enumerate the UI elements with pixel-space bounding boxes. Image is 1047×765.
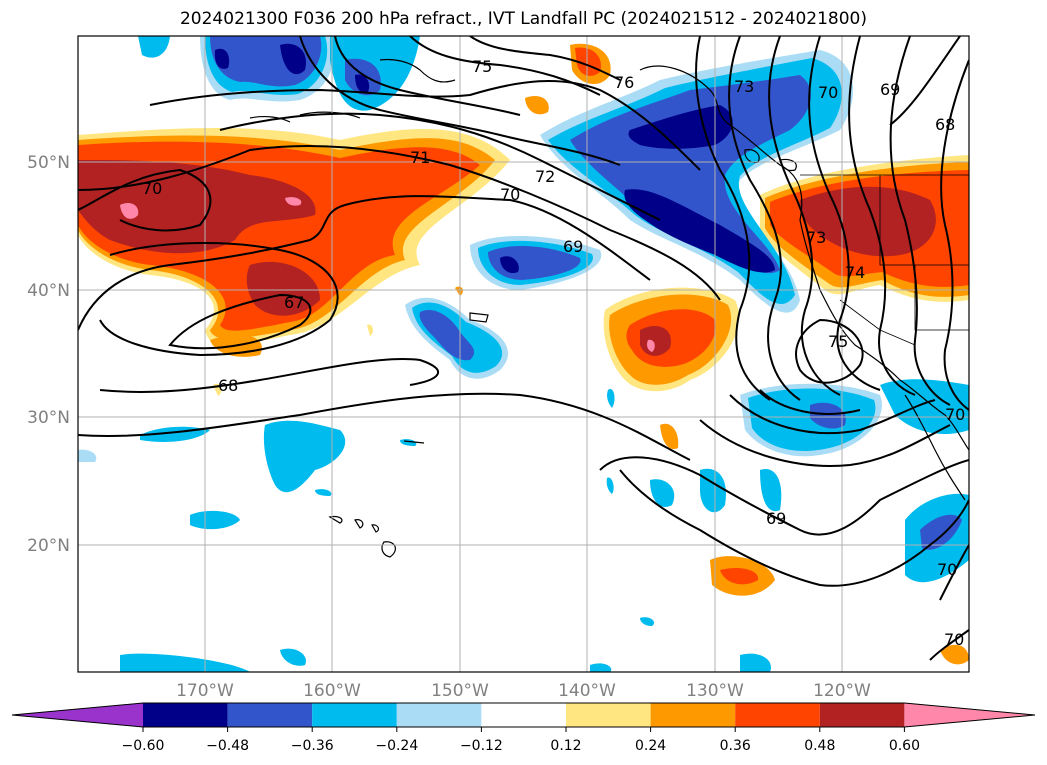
contour-label: 68 (935, 115, 955, 134)
colorbar-tick-label: −0.36 (291, 738, 334, 754)
lat-label: 50°N (27, 153, 70, 173)
contour-label: 70 (937, 560, 957, 579)
lon-label: 170°W (176, 681, 234, 701)
contour-label: 73 (806, 228, 826, 247)
colorbar-tick-label: −0.48 (206, 738, 249, 754)
colorbar-segment (396, 703, 482, 727)
contour-label: 69 (880, 80, 900, 99)
colorbar-tick-label: 0.12 (550, 738, 581, 754)
map-frame (77, 35, 970, 673)
lat-label: 20°N (27, 536, 70, 556)
colorbar-segment (566, 703, 651, 727)
contour-label: 68 (218, 376, 238, 395)
colorbar-tick-label: 0.48 (804, 738, 835, 754)
contour-label: 70 (818, 83, 838, 102)
contour-label: 74 (845, 263, 865, 282)
colorbar-segment (312, 703, 397, 727)
contours (78, 36, 969, 661)
colorbar-segment (735, 703, 820, 727)
colorbar-segment (819, 703, 905, 727)
colorbar-extend-low (12, 703, 143, 727)
lat-label: 40°N (27, 281, 70, 301)
lon-label: 140°W (558, 681, 616, 701)
lon-label: 150°W (431, 681, 489, 701)
contour-label: 67 (284, 293, 304, 312)
lon-label: 160°W (303, 681, 361, 701)
contour-label: 70 (944, 630, 964, 649)
colorbar-tick-label: 0.36 (720, 738, 751, 754)
contour-label: 69 (563, 237, 583, 256)
map-title: 2024021300 F036 200 hPa refract., IVT La… (179, 9, 867, 29)
contour-label: 69 (766, 509, 786, 528)
contour-label: 72 (535, 167, 555, 186)
colorbar-tick-label: −0.24 (375, 738, 418, 754)
gridlines (78, 36, 969, 672)
contour-label: 76 (614, 73, 634, 92)
contour-label: 70 (142, 179, 162, 198)
contour-label: 70 (500, 185, 520, 204)
colorbar: −0.60 −0.48 −0.36 −0.24 −0.12 0.12 0.24 … (11, 702, 1036, 754)
shaded-field (78, 36, 969, 672)
colorbar-segment (481, 703, 566, 727)
colorbar-segment (227, 703, 313, 727)
colorbar-tick-label: −0.12 (460, 738, 503, 754)
latitude-labels: 50°N 40°N 30°N 20°N (27, 153, 70, 556)
colorbar-segment (143, 703, 228, 727)
contour-label: 73 (734, 77, 754, 96)
colorbar-extend-high (904, 703, 1035, 727)
contour-label: 75 (472, 57, 492, 76)
contour-label: 70 (945, 405, 965, 424)
contour-labels: 75 76 73 70 69 68 71 72 70 70 69 73 74 7… (142, 57, 965, 649)
contour-label: 75 (828, 332, 848, 351)
lat-label: 30°N (27, 408, 70, 428)
lon-label: 120°W (813, 681, 871, 701)
colorbar-tick-label: 0.24 (635, 738, 666, 754)
colorbar-segment (650, 703, 736, 727)
colorbar-tick-label: 0.60 (889, 738, 920, 754)
contour-label: 71 (410, 148, 430, 167)
lon-label: 130°W (686, 681, 744, 701)
colorbar-tick-label: −0.60 (122, 738, 165, 754)
longitude-labels: 170°W 160°W 150°W 140°W 130°W 120°W (176, 681, 871, 701)
